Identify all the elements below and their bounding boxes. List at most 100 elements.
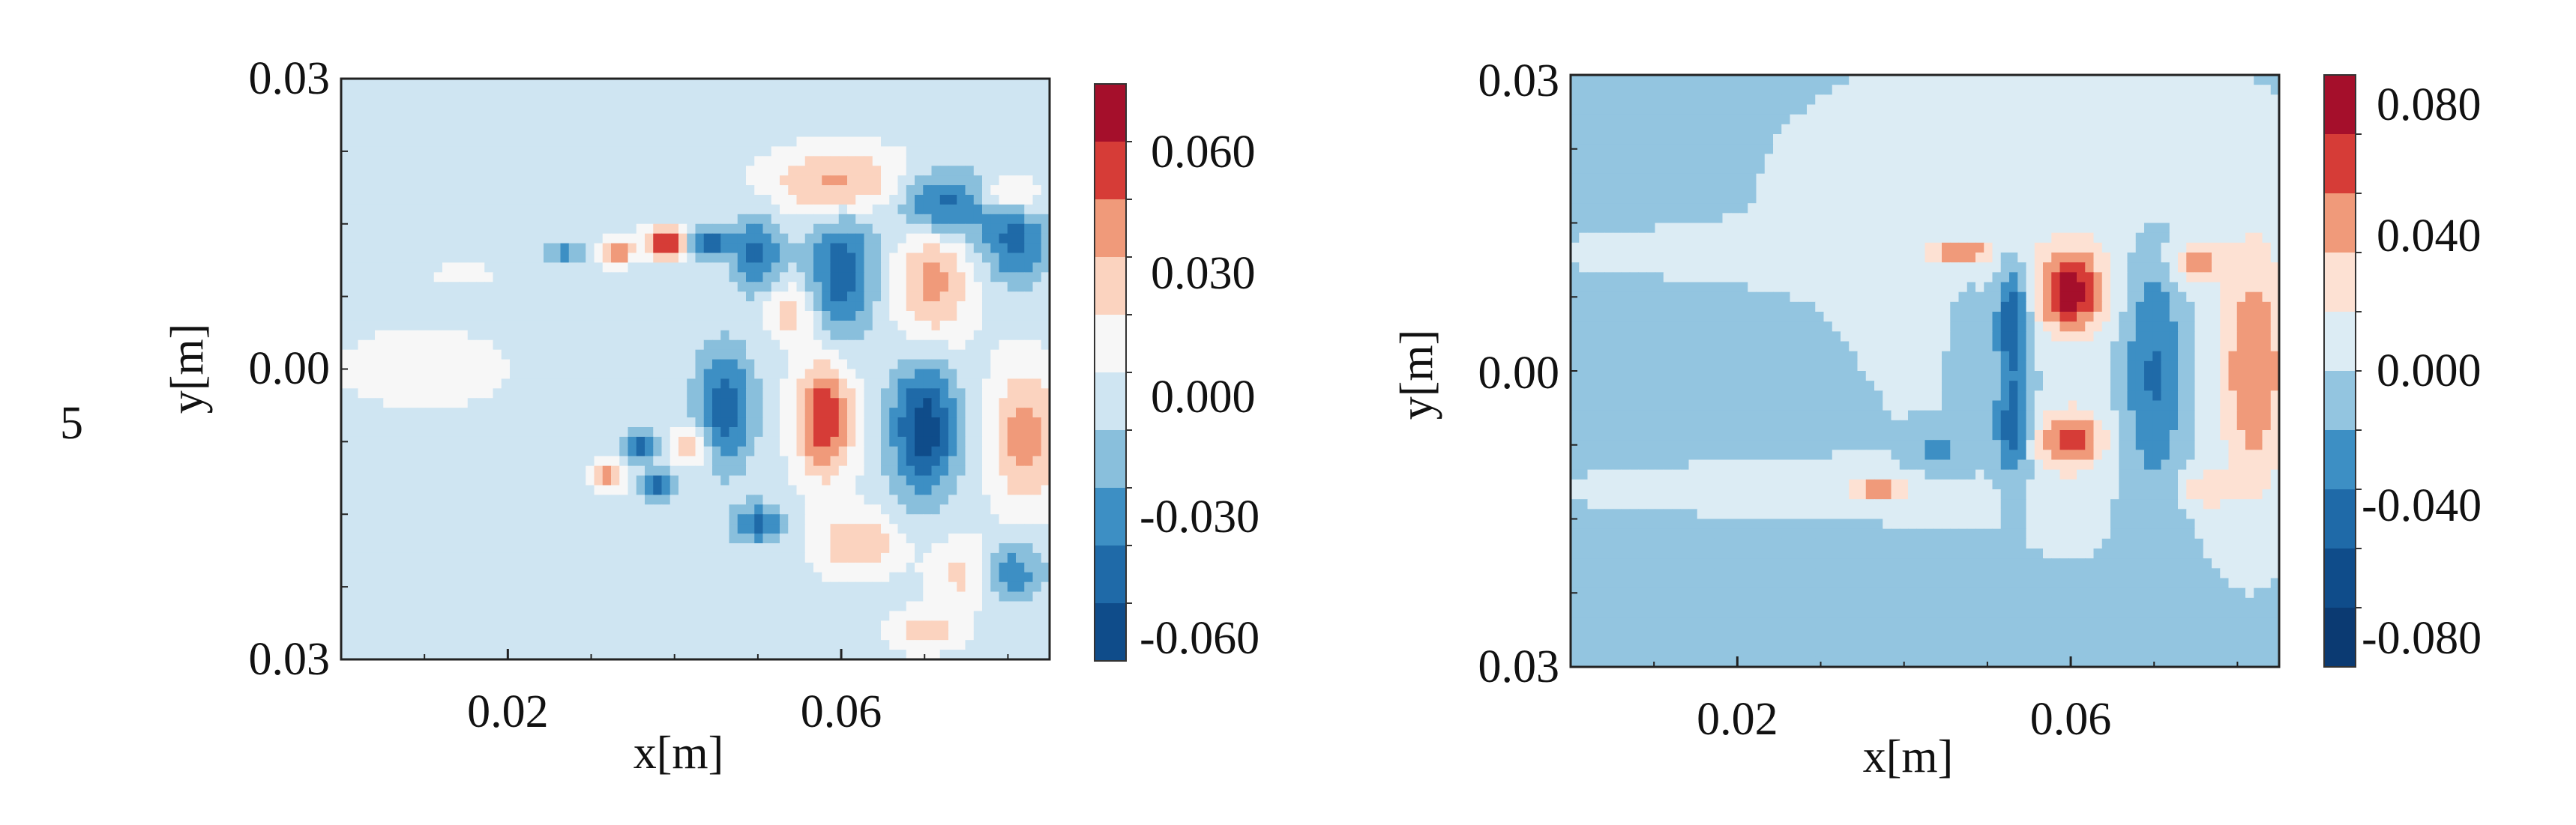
heatmap-cell [973,330,983,341]
heatmap-cell [636,456,645,467]
heatmap-cell [1016,495,1025,505]
heatmap-cell [476,572,485,583]
heatmap-cell [1016,175,1025,186]
heatmap-cell [552,456,562,467]
heatmap-cell [973,495,983,505]
heatmap-cell [645,311,654,321]
heatmap-cell [417,97,427,109]
heatmap-cell [703,534,713,544]
heatmap-cell [889,436,899,447]
heatmap-cell [409,339,418,351]
heatmap-cell [847,146,856,157]
heatmap-cell [484,311,494,321]
heatmap-cell [383,388,393,399]
heatmap-cell [341,408,350,418]
heatmap-cell [746,339,755,351]
heatmap-cell [433,243,443,254]
heatmap-cell [451,514,460,525]
heatmap-cell [855,88,865,99]
heatmap-cell [737,630,747,641]
heatmap-cell [544,146,553,157]
heatmap-cell [915,630,924,641]
heatmap-cell [544,475,553,486]
heatmap-cell [729,456,738,467]
heatmap-cell [788,552,798,563]
heatmap-cell [341,166,350,176]
heatmap-cell [476,465,485,477]
heatmap-cell [1024,514,1034,525]
heatmap-cell [796,408,806,418]
heatmap-cell [442,552,451,563]
heatmap-cell [375,611,384,621]
heatmap-cell [518,166,528,176]
heatmap-cell [628,195,637,205]
heatmap-cell [349,398,359,408]
heatmap-cell [822,640,831,650]
heatmap-cell [804,117,814,128]
heatmap-cell [544,427,553,438]
heatmap-cell [973,349,983,360]
heatmap-cell [847,311,856,321]
heatmap-cell [501,107,511,118]
heatmap-cell [915,640,924,650]
heatmap-cell [417,650,427,660]
heatmap-cell [493,436,502,447]
heatmap-cell [695,301,705,312]
heatmap-cell [915,601,924,612]
heatmap-cell [1041,127,1050,138]
heatmap-cell [391,581,401,593]
heatmap-cell [973,88,983,99]
heatmap-cell [999,514,1008,525]
heatmap-cell [746,146,755,157]
heatmap-cell [391,495,401,505]
heatmap-cell [923,640,933,650]
heatmap-cell [391,572,401,583]
heatmap-cell [349,339,359,351]
heatmap-cell [855,436,865,447]
heatmap-cell [375,291,384,302]
heatmap-cell [568,117,578,128]
heatmap-cell [409,291,418,302]
heatmap-cell [645,581,654,593]
heatmap-cell [813,107,822,118]
heatmap-cell [349,436,359,447]
heatmap-cell [855,562,865,573]
heatmap-cell [409,408,418,418]
heatmap-cell [518,272,528,282]
heatmap-cell [358,504,367,515]
heatmap-cell [855,117,865,128]
heatmap-cell [897,214,907,225]
heatmap-cell [906,601,915,612]
heatmap-cell [594,339,604,351]
heatmap-cell [611,408,620,418]
heatmap-cell [1016,97,1025,109]
heatmap-cell [771,436,780,447]
heatmap-cell [746,620,755,631]
heatmap-cell [433,456,443,467]
heatmap-cell [1041,514,1050,525]
heatmap-cell [965,475,975,486]
heatmap-cell [796,417,806,428]
heatmap-cell [695,465,705,477]
heatmap-cell [417,243,427,254]
heatmap-cell [762,311,772,321]
heatmap-cell [577,330,586,341]
heatmap-cell [703,233,713,244]
heatmap-cell [400,465,409,477]
heatmap-cell [737,611,747,621]
heatmap-cell [560,175,570,186]
heatmap-cell [493,446,502,457]
heatmap-cell [881,485,890,496]
heatmap-cell [619,253,629,264]
heatmap-cell [754,97,764,109]
heatmap-cell [636,233,645,244]
heatmap-cell [586,330,595,341]
heatmap-cell [661,127,671,138]
heatmap-cell [535,88,544,99]
heatmap-cell [518,388,528,399]
heatmap-cell [939,591,949,602]
heatmap-cell [678,398,687,408]
heatmap-cell [915,475,924,486]
heatmap-cell [1007,475,1017,486]
heatmap-cell [720,339,730,351]
